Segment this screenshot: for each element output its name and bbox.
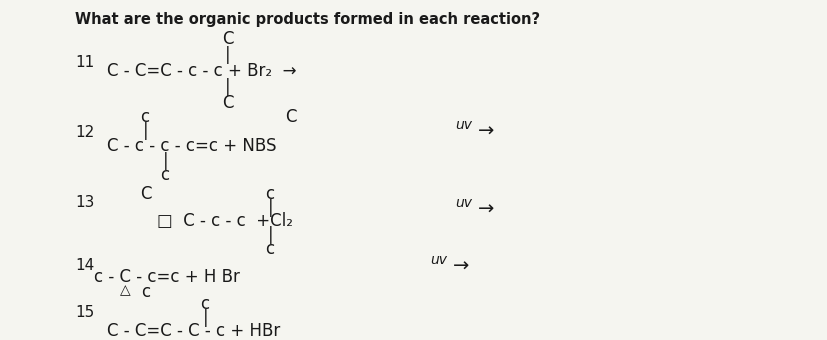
Text: c: c: [140, 108, 149, 126]
Text: |: |: [163, 152, 169, 170]
Text: 11: 11: [75, 55, 94, 70]
Text: |: |: [143, 122, 148, 140]
Text: →: →: [477, 122, 494, 141]
Text: 15: 15: [75, 305, 94, 320]
Text: C: C: [222, 94, 233, 112]
Text: □  C - c - c  +Cl₂: □ C - c - c +Cl₂: [157, 212, 293, 230]
Text: c: c: [265, 185, 274, 203]
Text: c: c: [200, 295, 209, 313]
Text: |: |: [268, 199, 273, 217]
Text: c - C - c=c + H Br: c - C - c=c + H Br: [94, 268, 240, 286]
Text: c: c: [141, 283, 150, 301]
Text: C: C: [284, 108, 296, 126]
Text: △: △: [120, 283, 131, 297]
Text: uv: uv: [455, 196, 471, 210]
Text: uv: uv: [429, 253, 447, 267]
Text: |: |: [225, 78, 231, 96]
Text: →: →: [477, 200, 494, 219]
Text: 13: 13: [75, 195, 94, 210]
Text: |: |: [203, 309, 208, 327]
Text: C - C=C - c - c + Br₂  →: C - C=C - c - c + Br₂ →: [107, 62, 296, 80]
Text: |: |: [268, 226, 273, 244]
Text: |: |: [225, 46, 231, 64]
Text: uv: uv: [455, 118, 471, 132]
Text: →: →: [452, 257, 469, 276]
Text: C - C=C - C - c + HBr: C - C=C - C - c + HBr: [107, 322, 280, 340]
Text: C: C: [140, 185, 151, 203]
Text: 12: 12: [75, 125, 94, 140]
Text: C: C: [222, 30, 233, 48]
Text: C - c - c - c=c + NBS: C - c - c - c=c + NBS: [107, 137, 276, 155]
Text: c: c: [265, 240, 274, 258]
Text: What are the organic products formed in each reaction?: What are the organic products formed in …: [75, 12, 539, 27]
Text: 14: 14: [75, 258, 94, 273]
Text: c: c: [160, 166, 169, 184]
